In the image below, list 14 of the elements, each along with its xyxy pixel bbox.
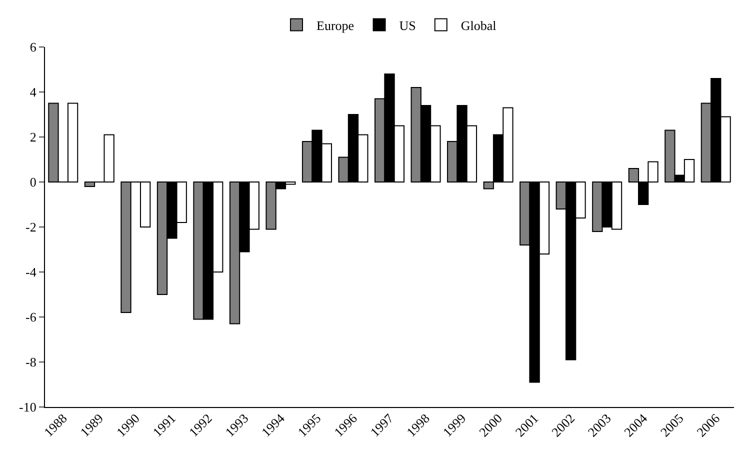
x-tick-label: 2001	[512, 410, 542, 440]
y-tick-label: -4	[26, 264, 37, 280]
y-tick-label: 2	[30, 130, 36, 145]
y-tick-label: 4	[30, 84, 37, 100]
legend-label: US	[399, 18, 416, 33]
y-tick-label: -10	[19, 400, 36, 415]
y-tick-label: 6	[30, 40, 37, 55]
y-tick-label: -2	[26, 220, 36, 235]
y-tick-label: -8	[26, 354, 36, 370]
y-tick-label: 0	[30, 174, 36, 190]
x-tick-label: 1991	[150, 410, 179, 440]
y-tick-label: -6	[26, 310, 37, 325]
legend-label: Europe	[316, 18, 354, 33]
legend-label: Global	[460, 18, 497, 33]
